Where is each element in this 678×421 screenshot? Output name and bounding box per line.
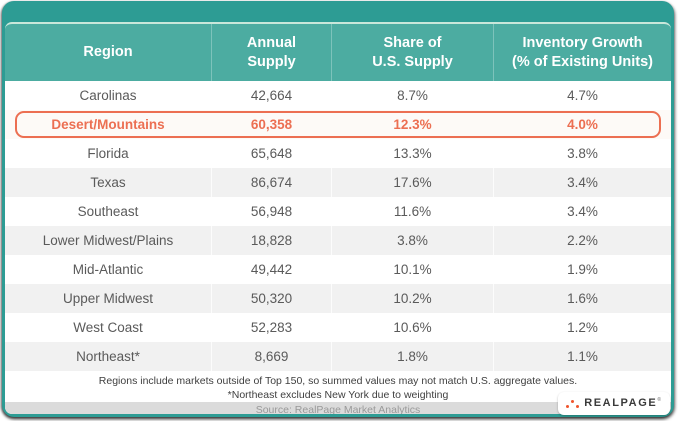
share-cell: 12.3%	[393, 117, 432, 132]
registered-mark: ®	[657, 397, 661, 403]
share-cell: 13.3%	[331, 139, 493, 168]
footnote-northeast: *Northeast excludes New York due to weig…	[227, 388, 449, 401]
region-cell: Texas	[90, 175, 126, 190]
growth-cell: 1.6%	[493, 284, 671, 313]
table-header-row: Region Annual Supply Share of U.S. Suppl…	[5, 24, 671, 81]
share-cell: 10.1%	[331, 255, 493, 284]
annual-supply-cell: 49,442	[211, 255, 331, 284]
growth-cell: 3.4%	[493, 197, 671, 226]
share-cell: 1.8%	[331, 342, 493, 371]
growth-cell: 4.7%	[493, 81, 671, 110]
region-cell: Desert/Mountains	[51, 117, 165, 132]
table-row-northeast: Northeast* 8,669 1.8% 1.1%	[5, 342, 671, 371]
table-row-texas: Texas 86,674 17.6% 3.4%	[5, 168, 671, 197]
growth-cell: 1.1%	[493, 342, 671, 371]
annual-supply-cell: 52,283	[211, 313, 331, 342]
annual-supply-cell: 42,664	[211, 81, 331, 110]
annual-supply-cell: 60,358	[250, 117, 293, 132]
region-cell: West Coast	[73, 320, 143, 335]
table-row-carolinas: Carolinas 42,664 8.7% 4.7%	[5, 81, 671, 110]
table-row-mid-atlantic: Mid-Atlantic 49,442 10.1% 1.9%	[5, 255, 671, 284]
table-body: Carolinas 42,664 8.7% 4.7% Desert/Mounta…	[5, 81, 671, 371]
column-header-region-label: Region	[83, 44, 133, 61]
realpage-logo-text: REALPAGE®	[584, 397, 661, 409]
table-row-desert-mountains-highlighted: Desert/Mountains 60,358 12.3% 4.0%	[5, 110, 671, 139]
share-cell: 10.6%	[331, 313, 493, 342]
share-cell: 3.8%	[331, 226, 493, 255]
growth-cell: 1.2%	[493, 313, 671, 342]
share-cell: 8.7%	[331, 81, 493, 110]
share-cell: 11.6%	[331, 197, 493, 226]
table-inner-panel: Region Annual Supply Share of U.S. Suppl…	[5, 22, 671, 414]
annual-supply-cell: 56,948	[211, 197, 331, 226]
table-row-southeast: Southeast 56,948 11.6% 3.4%	[5, 197, 671, 226]
annual-supply-cell: 8,669	[211, 342, 331, 371]
growth-cell: 1.9%	[493, 255, 671, 284]
annual-supply-cell: 18,828	[211, 226, 331, 255]
source-text: Source: RealPage Market Analytics	[255, 404, 421, 414]
growth-cell: 2.2%	[493, 226, 671, 255]
annual-supply-cell: 50,320	[211, 284, 331, 313]
region-cell: Florida	[87, 146, 129, 161]
region-cell: Southeast	[77, 204, 139, 219]
annual-supply-cell: 65,648	[211, 139, 331, 168]
region-cell: Mid-Atlantic	[72, 262, 144, 277]
table-row-florida: Florida 65,648 13.3% 3.8%	[5, 139, 671, 168]
realpage-dots-icon	[566, 399, 580, 409]
column-header-annual-supply: Annual Supply	[211, 24, 331, 81]
share-cell: 17.6%	[331, 168, 493, 197]
column-header-share-of-us-supply: Share of U.S. Supply	[331, 24, 493, 81]
footnotes: Regions include markets outside of Top 1…	[5, 371, 671, 402]
region-cell: Upper Midwest	[62, 291, 154, 306]
region-cell: Carolinas	[79, 88, 137, 103]
table-row-upper-midwest: Upper Midwest 50,320 10.2% 1.6%	[5, 284, 671, 313]
supply-table-card: Region Annual Supply Share of U.S. Suppl…	[2, 1, 674, 417]
growth-cell: 3.8%	[493, 139, 671, 168]
source-bar: Source: RealPage Market Analytics	[5, 402, 671, 414]
realpage-logo: REALPAGE®	[558, 392, 670, 415]
footnote-aggregate: Regions include markets outside of Top 1…	[98, 375, 578, 387]
growth-cell: 4.0%	[567, 117, 598, 132]
column-header-inventory-growth: Inventory Growth (% of Existing Units)	[493, 24, 671, 81]
column-header-region: Region	[5, 24, 211, 81]
table-row-lower-midwest-plains: Lower Midwest/Plains 18,828 3.8% 2.2%	[5, 226, 671, 255]
region-cell: Lower Midwest/Plains	[42, 233, 174, 248]
table-row-west-coast: West Coast 52,283 10.6% 1.2%	[5, 313, 671, 342]
share-cell: 10.2%	[331, 284, 493, 313]
annual-supply-cell: 86,674	[211, 168, 331, 197]
region-cell: Northeast*	[76, 349, 140, 364]
growth-cell: 3.4%	[493, 168, 671, 197]
